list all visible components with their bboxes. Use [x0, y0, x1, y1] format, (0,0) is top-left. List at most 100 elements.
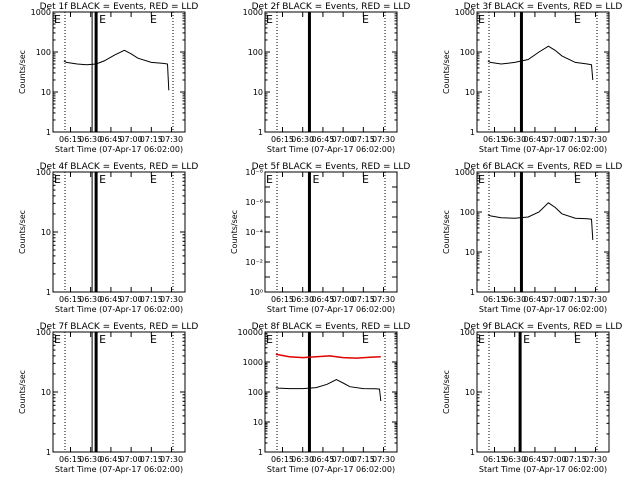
chart-panel-7: Det 7f BLACK = Events, RED = LLD 1 10 100 Co… [18, 322, 198, 474]
y-axis-label: Counts/sec [18, 370, 27, 414]
x-tick-label: 07:15 [352, 295, 375, 304]
x-axis-label: Start Time (07-Apr-17 06:02:00) [267, 145, 395, 154]
x-tick-label: 07:15 [352, 455, 375, 464]
start-marker-label: E [54, 13, 61, 26]
y-axis-label: Counts/sec [230, 210, 239, 254]
x-axis-label: Start Time (07-Apr-17 06:02:00) [55, 145, 183, 154]
plot-frame [264, 11, 398, 133]
chart-title: Det 1f BLACK = Events, RED = LLD [40, 2, 199, 12]
x-axis-label: Start Time (07-Apr-17 06:02:00) [479, 305, 607, 314]
x-tick-label: 06:45 [523, 135, 546, 144]
start-marker-label: E [54, 333, 61, 346]
chart-title: Det 9f BLACK = Events, RED = LLD [464, 322, 623, 332]
x-axis-label: Start Time (07-Apr-17 06:02:00) [267, 465, 395, 474]
series-line-events [487, 45, 594, 81]
x-tick-label: 07:30 [372, 135, 395, 144]
x-tick-label: 06:30 [503, 135, 526, 144]
x-tick-label: 06:45 [99, 135, 122, 144]
start-marker-label: E [266, 13, 273, 26]
x-tick-label: 06:30 [79, 455, 102, 464]
x-axis-label: Start Time (07-Apr-17 06:02:00) [267, 305, 395, 314]
chart-title: Det 6f BLACK = Events, RED = LLD [464, 162, 623, 172]
x-axis-label: Start Time (07-Apr-17 06:02:00) [479, 145, 607, 154]
x-tick-label: 07:30 [372, 295, 395, 304]
y-tick-label: 100 [248, 388, 263, 397]
chart-panel-6: Det 6f BLACK = Events, RED = LLD 1 10 100 10… [442, 162, 622, 314]
event-marker-label: E [99, 173, 106, 186]
event-marker-label: E [362, 173, 369, 186]
start-marker-label: E [478, 173, 485, 186]
x-tick-label: 07:15 [140, 455, 163, 464]
x-tick-label: 07:15 [564, 295, 587, 304]
x-tick-label: 06:45 [311, 295, 334, 304]
x-tick-label: 06:30 [503, 455, 526, 464]
x-tick-label: 07:30 [584, 135, 607, 144]
chart-panel-8: Det 8f BLACK = Events, RED = LLD 1 10 100 10… [238, 322, 411, 474]
x-tick-label: 06:30 [291, 455, 314, 464]
x-tick-label: 06:45 [311, 135, 334, 144]
x-tick-label: 06:30 [503, 295, 526, 304]
chart-title: Det 8f BLACK = Events, RED = LLD [252, 322, 411, 332]
x-tick-label: 07:00 [120, 135, 143, 144]
y-tick-label: 10 [41, 88, 51, 97]
plot-frame [476, 171, 610, 293]
x-tick-label: 07:15 [564, 135, 587, 144]
y-tick-label: 1 [470, 128, 475, 137]
chart-title: Det 2f BLACK = Events, RED = LLD [252, 2, 411, 12]
y-tick-label: 10 [465, 388, 475, 397]
x-tick-label: 06:45 [311, 455, 334, 464]
x-tick-label: 06:15 [59, 455, 82, 464]
x-tick-label: 07:00 [544, 455, 567, 464]
event-marker-label: E [523, 333, 530, 346]
chart-title: Det 3f BLACK = Events, RED = LLD [464, 2, 623, 12]
y-tick-label: 10 [41, 388, 51, 397]
x-tick-label: 07:15 [564, 455, 587, 464]
plot-frame [264, 171, 398, 293]
x-tick-label: 07:00 [332, 455, 355, 464]
x-tick-label: 06:30 [291, 295, 314, 304]
start-marker-label: E [478, 13, 485, 26]
y-tick-label: 1000 [455, 168, 475, 177]
chart-title: Det 4f BLACK = Events, RED = LLD [40, 162, 199, 172]
y-tick-label: 10 [465, 88, 475, 97]
y-tick-label: 10⁰ [250, 288, 263, 297]
y-tick-label: 1 [470, 448, 475, 457]
y-tick-label: 10 [41, 228, 51, 237]
start-marker-label: E [478, 333, 485, 346]
chart-panel-9: Det 9f BLACK = Events, RED = LLD 1 10 100 Co… [442, 322, 622, 474]
x-tick-label: 06:15 [271, 455, 294, 464]
x-tick-label: 07:15 [140, 135, 163, 144]
y-tick-label: 1 [258, 128, 263, 137]
event-marker-label: E [574, 173, 581, 186]
series-line-events [63, 49, 170, 91]
x-tick-label: 07:00 [120, 295, 143, 304]
event-marker-label: E [362, 333, 369, 346]
x-tick-label: 06:15 [483, 135, 506, 144]
y-tick-label: 10 [465, 248, 475, 257]
x-axis-label: Start Time (07-Apr-17 06:02:00) [55, 305, 183, 314]
plot-frame [476, 11, 610, 133]
x-tick-label: 07:15 [352, 135, 375, 144]
y-tick-label: 10⁻⁸ [245, 168, 263, 177]
series-line-events [275, 379, 382, 402]
y-tick-label: 10000 [238, 328, 263, 337]
x-tick-label: 06:15 [59, 135, 82, 144]
x-tick-label: 06:45 [99, 295, 122, 304]
x-tick-label: 07:30 [584, 295, 607, 304]
series-line-events [487, 202, 594, 241]
chart-panel-2: Det 2f BLACK = Events, RED = LLD 1 10 100 10… [243, 2, 411, 154]
x-tick-label: 06:15 [271, 295, 294, 304]
event-marker-label: E [99, 333, 106, 346]
x-tick-label: 06:15 [483, 455, 506, 464]
x-tick-label: 07:30 [372, 455, 395, 464]
y-tick-label: 1000 [455, 8, 475, 17]
chart-title: Det 7f BLACK = Events, RED = LLD [40, 322, 199, 332]
start-marker-label: E [266, 333, 273, 346]
x-tick-label: 06:45 [523, 295, 546, 304]
x-tick-label: 06:30 [79, 295, 102, 304]
x-tick-label: 06:15 [483, 295, 506, 304]
y-tick-label: 1 [46, 448, 51, 457]
chart-panel-3: Det 3f BLACK = Events, RED = LLD 1 10 100 10… [442, 2, 622, 154]
y-tick-label: 100 [36, 328, 51, 337]
plot-frame [52, 171, 186, 293]
